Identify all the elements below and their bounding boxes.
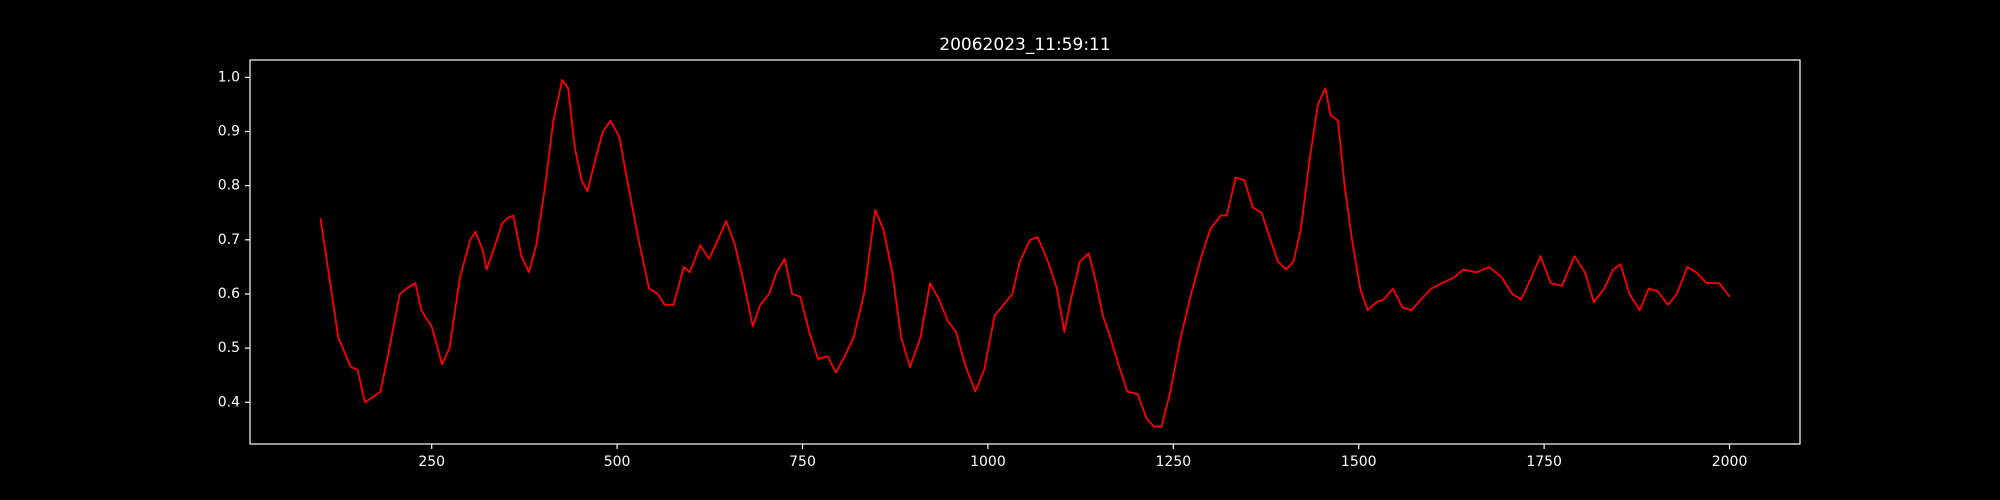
x-tick-label: 1750: [1526, 454, 1562, 470]
x-tick-label: 2000: [1712, 454, 1748, 470]
x-tick-label: 250: [418, 454, 445, 470]
plot-frame: [249, 59, 1801, 445]
y-tick-label: 0.8: [218, 178, 240, 194]
x-tick-label: 750: [789, 454, 816, 470]
x-tick-label: 1250: [1156, 454, 1192, 470]
y-tick-label: 1.0: [218, 69, 240, 85]
y-tick-label: 0.5: [218, 340, 240, 356]
chart-title: 20062023_11:59:11: [939, 35, 1110, 55]
x-tick-label: 500: [604, 454, 631, 470]
data-line: [319, 79, 1731, 428]
y-tick-label: 0.4: [218, 394, 240, 410]
y-tick-label: 0.7: [218, 232, 240, 248]
y-tick-label: 0.9: [218, 123, 240, 139]
y-tick-label: 0.6: [218, 286, 240, 302]
x-tick-label: 1000: [970, 454, 1006, 470]
x-tick-label: 1500: [1341, 454, 1377, 470]
